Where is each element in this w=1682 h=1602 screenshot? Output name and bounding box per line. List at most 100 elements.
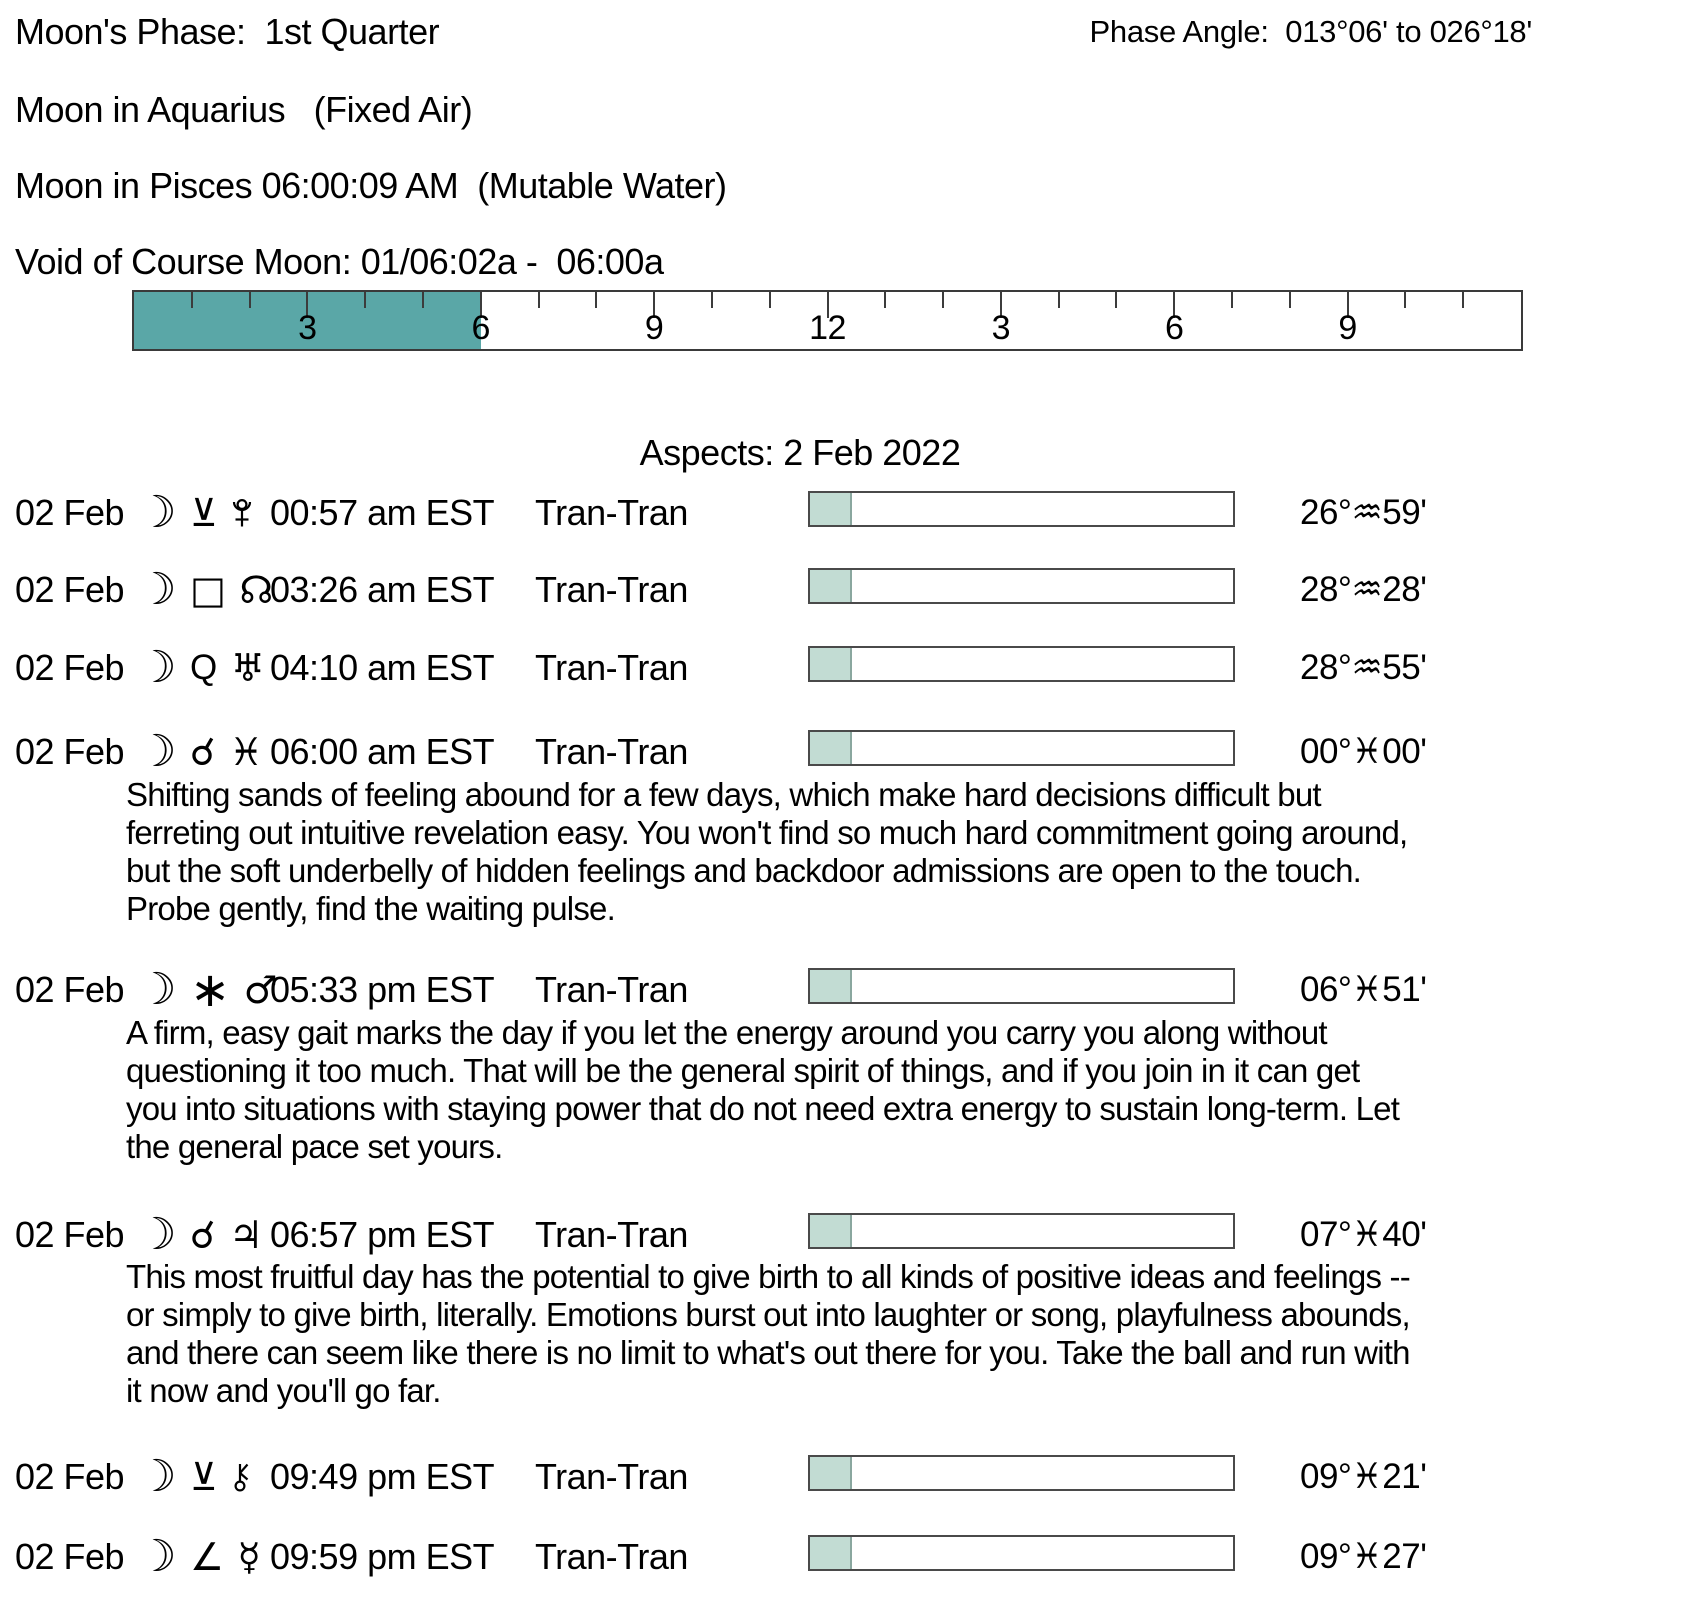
aspect-degree: 00°♓00' bbox=[1300, 732, 1427, 771]
moon-icon: ☽ bbox=[137, 642, 176, 693]
aspect-degree: 09°♓21' bbox=[1300, 1457, 1427, 1496]
aspect-symbols: ☽ ☌ ♓ bbox=[137, 726, 263, 777]
phase-angle-line: Phase Angle: 013°06' to 026°18' bbox=[1089, 14, 1533, 49]
aspect-date: 02 Feb bbox=[15, 731, 125, 772]
aspect-row: 02 Feb ☽ ⊻ 00:57 am EST Tran-Tran 26°♒59' bbox=[15, 491, 1675, 536]
aspect-degree: 28°♒55' bbox=[1300, 648, 1427, 687]
moon-icon: ☽ bbox=[137, 726, 176, 777]
aspect-row: 02 Feb ☽ ⊻ 09:49 pm EST Tran-Tran 09°♓21' bbox=[15, 1455, 1675, 1500]
aspect-symbols: ☽ □ ☊ bbox=[137, 564, 273, 615]
aspect-date: 02 Feb bbox=[15, 492, 125, 533]
pluto-icon bbox=[231, 498, 253, 528]
conjunction-icon: ☌ bbox=[189, 730, 216, 774]
timeline-hour-label: 6 bbox=[471, 309, 491, 347]
aspect-description-line: Probe gently, find the waiting pulse. bbox=[126, 890, 616, 927]
aspect-description: A firm, easy gait marks the day if you l… bbox=[126, 1014, 1400, 1166]
void-of-course-line: Void of Course Moon: 01/06:02a - 06:00a bbox=[15, 241, 664, 282]
aspect-date: 02 Feb bbox=[15, 1214, 125, 1255]
timeline-tick bbox=[942, 292, 945, 308]
aspect-symbols: ☽ ⊻ bbox=[137, 491, 253, 535]
timeline-tick bbox=[1115, 292, 1118, 308]
aspect-time: 09:59 pm EST bbox=[270, 1536, 495, 1577]
aspect-time: 00:57 am EST bbox=[270, 492, 495, 533]
aspect-symbols: ☽ ☌ ♃ bbox=[137, 1209, 263, 1260]
chiron-icon bbox=[231, 1462, 251, 1492]
aspect-description-line: A firm, easy gait marks the day if you l… bbox=[126, 1014, 1328, 1051]
timeline-tick bbox=[595, 292, 598, 308]
timeline-tick bbox=[306, 292, 309, 318]
timeline-tick bbox=[999, 292, 1002, 318]
square-icon: □ bbox=[189, 568, 226, 612]
mars-icon: ♂ bbox=[243, 968, 278, 1012]
aspect-degree: 07°♓40' bbox=[1300, 1215, 1427, 1254]
timeline-tick bbox=[768, 292, 771, 308]
aspect-type: Tran-Tran bbox=[535, 1456, 688, 1497]
aspect-date: 02 Feb bbox=[15, 1536, 125, 1577]
aspect-progress-fill bbox=[810, 493, 853, 525]
void-of-course-timeline: 3 6 9 12 3 6 9 bbox=[132, 290, 1523, 351]
aspect-progress-fill bbox=[810, 1215, 853, 1247]
timeline-tick bbox=[653, 292, 656, 318]
aspect-row: 02 Feb ☽ ∠ ☿ 09:59 pm EST Tran-Tran 09°♓27… bbox=[15, 1535, 1675, 1580]
aspect-type: Tran-Tran bbox=[535, 969, 688, 1010]
aspect-row: 02 Feb ☽ ☌ ♓ 06:00 am EST Tran-Tran 00°♓00… bbox=[15, 726, 1675, 777]
timeline-tick bbox=[884, 292, 887, 308]
aspect-progress-bar bbox=[808, 568, 1235, 604]
mercury-icon: ☿ bbox=[237, 1535, 261, 1579]
aspect-description-line: but the soft underbelly of hidden feelin… bbox=[126, 852, 1362, 889]
timeline-tick bbox=[710, 292, 713, 308]
aspect-time: 04:10 am EST bbox=[270, 647, 495, 688]
aspect-row: 02 Feb ☽ ☌ ♃ 06:57 pm EST Tran-Tran 07°♓40… bbox=[15, 1209, 1675, 1260]
aspect-degree: 06°♓51' bbox=[1300, 970, 1427, 1009]
aspect-time: 06:57 pm EST bbox=[270, 1214, 495, 1255]
aspect-time: 03:26 am EST bbox=[270, 569, 495, 610]
aspect-progress-bar bbox=[808, 968, 1235, 1004]
aspect-date: 02 Feb bbox=[15, 647, 125, 688]
moon-sign-line-2: Moon in Pisces 06:00:09 AM (Mutable Wate… bbox=[15, 165, 727, 206]
timeline-tick bbox=[1231, 292, 1234, 308]
aspect-progress-fill bbox=[810, 1537, 853, 1569]
aspect-symbols: ☽ ∗ ♂ bbox=[137, 964, 278, 1015]
aspect-description-line: This most fruitful day has the potential… bbox=[126, 1258, 1411, 1295]
semisextile-icon: ⊻ bbox=[189, 1455, 218, 1499]
timeline-tick bbox=[1346, 292, 1349, 318]
aspect-date: 02 Feb bbox=[15, 1456, 125, 1497]
aspect-description: This most fruitful day has the potential… bbox=[126, 1258, 1411, 1410]
aspect-time: 09:49 pm EST bbox=[270, 1456, 495, 1497]
aspect-description-line: you into situations with staying power t… bbox=[126, 1090, 1400, 1127]
aspect-degree: 28°♒28' bbox=[1300, 570, 1427, 609]
timeline-tick bbox=[1404, 292, 1407, 308]
aspect-type: Tran-Tran bbox=[535, 492, 688, 533]
semisextile-icon: ⊻ bbox=[189, 491, 218, 535]
aspect-symbols: ☽ ∠ ☿ bbox=[137, 1535, 261, 1580]
moon-icon: ☽ bbox=[137, 564, 176, 615]
timeline-hour-label: 9 bbox=[1338, 309, 1357, 347]
moon-icon: ☽ bbox=[137, 964, 176, 1015]
aspect-row: 02 Feb ☽ Q ♅ 04:10 am EST Tran-Tran 28°♒55… bbox=[15, 642, 1675, 693]
aspect-progress-bar bbox=[808, 1535, 1235, 1571]
timeline-tick bbox=[1288, 292, 1291, 308]
aspect-symbols: ☽ ⊻ bbox=[137, 1455, 251, 1499]
timeline-hour-label: 12 bbox=[809, 309, 846, 347]
aspect-progress-bar bbox=[808, 1213, 1235, 1249]
aspect-time: 05:33 pm EST bbox=[270, 969, 495, 1010]
timeline-tick bbox=[248, 292, 251, 308]
timeline-hour-label: 3 bbox=[298, 309, 317, 347]
aspect-date: 02 Feb bbox=[15, 569, 125, 610]
aspect-type: Tran-Tran bbox=[535, 1536, 688, 1577]
aspects-title: Aspects: 2 Feb 2022 bbox=[639, 432, 961, 473]
timeline-tick bbox=[190, 292, 193, 308]
timeline-hour-label: 3 bbox=[991, 309, 1011, 347]
aspect-progress-fill bbox=[810, 1457, 853, 1489]
aspect-progress-bar bbox=[808, 1455, 1235, 1491]
moon-icon: ☽ bbox=[137, 487, 176, 538]
uranus-icon: ♅ bbox=[230, 646, 265, 690]
timeline-hour-label: 9 bbox=[644, 309, 664, 347]
timeline-tick bbox=[421, 292, 424, 308]
moon-phase-line: Moon's Phase: 1st Quarter bbox=[15, 11, 440, 52]
aspect-description-line: it now and you'll go far. bbox=[126, 1372, 441, 1409]
timeline-tick bbox=[537, 292, 540, 308]
aspect-type: Tran-Tran bbox=[535, 569, 688, 610]
moon-icon: ☽ bbox=[137, 1209, 176, 1260]
